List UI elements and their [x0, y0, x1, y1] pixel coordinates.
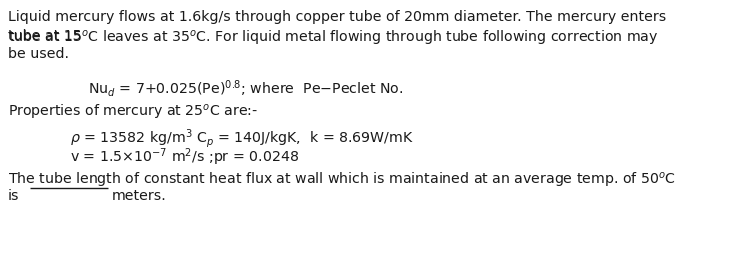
- Text: v = 1.5$\times$10$^{-7}$ m$^2$/s ;pr = 0.0248: v = 1.5$\times$10$^{-7}$ m$^2$/s ;pr = 0…: [70, 146, 299, 168]
- Text: Liquid mercury flows at 1.6kg/s through copper tube of 20mm diameter. The mercur: Liquid mercury flows at 1.6kg/s through …: [8, 10, 667, 24]
- Text: meters.: meters.: [112, 189, 167, 204]
- Text: be used.: be used.: [8, 47, 69, 61]
- Text: tube at 15$^o$C leaves at 35$^o$C. For liquid metal flowing through tube followi: tube at 15$^o$C leaves at 35$^o$C. For l…: [8, 28, 658, 47]
- Text: tube at 15: tube at 15: [8, 28, 81, 42]
- Text: Properties of mercury at 25$^o$C are:-: Properties of mercury at 25$^o$C are:-: [8, 102, 258, 121]
- Text: is: is: [8, 189, 20, 204]
- Text: The tube length of constant heat flux at wall which is maintained at an average : The tube length of constant heat flux at…: [8, 171, 676, 190]
- Text: $\rho$ = 13582 kg/m$^3$ C$_p$ = 140J/kgK,  k = 8.69W/mK: $\rho$ = 13582 kg/m$^3$ C$_p$ = 140J/kgK…: [70, 127, 414, 150]
- Text: Nu$_d$ = 7+0.025(Pe)$^{0.8}$; where  Pe$-$Peclet No.: Nu$_d$ = 7+0.025(Pe)$^{0.8}$; where Pe$-…: [88, 78, 403, 99]
